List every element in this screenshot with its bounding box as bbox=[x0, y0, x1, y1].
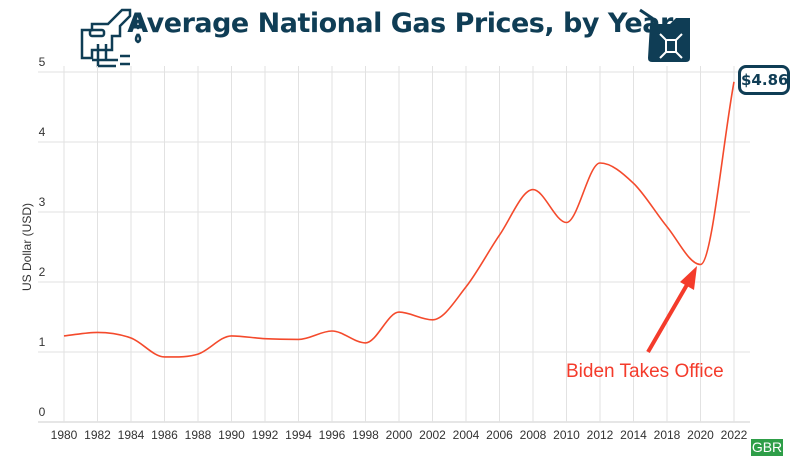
x-tick-label: 1998 bbox=[352, 428, 379, 442]
x-tick-label: 1980 bbox=[51, 428, 78, 442]
y-axis-label: US Dollar (USD) bbox=[20, 203, 34, 291]
x-tick-label: 2018 bbox=[654, 428, 681, 442]
y-axis: 0 1 2 3 4 5 bbox=[39, 55, 46, 419]
jerry-can-icon bbox=[639, 8, 690, 62]
x-tick-label: 2012 bbox=[587, 428, 614, 442]
x-tick-label: 2022 bbox=[721, 428, 748, 442]
y-tick-label: 3 bbox=[39, 195, 46, 209]
x-tick-label: 1992 bbox=[252, 428, 279, 442]
x-tick-label: 2008 bbox=[520, 428, 547, 442]
fuel-nozzle-icon bbox=[80, 8, 142, 68]
x-tick-label: 1982 bbox=[84, 428, 111, 442]
x-tick-label: 2000 bbox=[386, 428, 413, 442]
x-tick-label: 1984 bbox=[118, 428, 145, 442]
source-badge: GBR bbox=[751, 439, 783, 456]
y-tick-label: 4 bbox=[39, 125, 46, 139]
x-tick-label: 2002 bbox=[419, 428, 446, 442]
x-tick-label: 2006 bbox=[486, 428, 513, 442]
x-axis: 1980 1982 1984 1986 1988 1990 1992 1994 1996 1998… bbox=[51, 428, 748, 442]
grid bbox=[38, 66, 750, 423]
latest-value-callout: $4.86 bbox=[738, 65, 790, 95]
x-tick-label: 1988 bbox=[185, 428, 212, 442]
x-tick-label: 1994 bbox=[285, 428, 312, 442]
x-tick-label: 2010 bbox=[553, 428, 580, 442]
arrow-icon bbox=[646, 266, 697, 354]
x-tick-label: 2020 bbox=[687, 428, 714, 442]
x-tick-label: 1986 bbox=[151, 428, 178, 442]
y-tick-label: 1 bbox=[39, 335, 46, 349]
x-tick-label: 2004 bbox=[453, 428, 480, 442]
x-tick-label: 1996 bbox=[319, 428, 346, 442]
annotation-text: Biden Takes Office bbox=[566, 361, 724, 382]
chart-title: Average National Gas Prices, by Year bbox=[127, 8, 673, 39]
y-tick-label: 0 bbox=[39, 405, 46, 419]
series-line bbox=[63, 81, 735, 358]
x-tick-label: 1990 bbox=[218, 428, 245, 442]
x-tick-label: 2014 bbox=[620, 428, 647, 442]
y-tick-label: 2 bbox=[39, 265, 46, 279]
y-tick-label: 5 bbox=[39, 55, 46, 69]
